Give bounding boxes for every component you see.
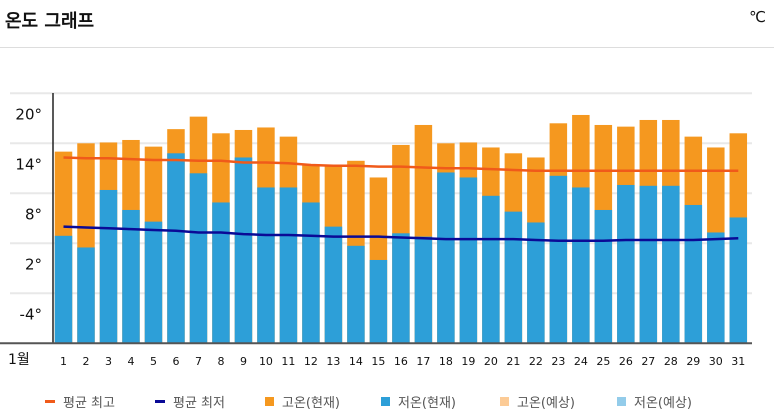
unit-toggle[interactable]: ℃ (749, 8, 766, 26)
legend-item-low-forecast[interactable]: 저온(예상) (617, 392, 692, 411)
x-tick-label: 21 (506, 355, 520, 368)
x-tick-label: 16 (394, 355, 408, 368)
divider (0, 47, 774, 48)
bar-low-day-2 (77, 247, 95, 344)
x-tick-label: 5 (150, 355, 157, 368)
bar-low-day-15 (369, 259, 388, 344)
x-tick-label: 15 (371, 355, 385, 368)
page-title: 온도 그래프 (5, 11, 95, 32)
x-tick-label: 10 (259, 355, 273, 368)
legend-item-low-now[interactable]: 저온(현재) (381, 392, 456, 411)
bar-low-day-25 (594, 209, 613, 344)
temperature-chart: 20°14°8°2°-4°1 2 3 4 5 6 7 8 9 10 11 12 13 14 15 16 17 18… (0, 92, 752, 368)
x-tick-label: 7 (195, 355, 202, 368)
legend-label: 평균 최고 (63, 396, 115, 411)
bar-low-day-7 (189, 173, 208, 344)
bar-low-day-17 (414, 236, 433, 344)
legend-item-avg-high[interactable]: 평균 최고 (45, 392, 115, 411)
bar-low-day-22 (527, 222, 545, 344)
x-tick-label: 11 (281, 355, 295, 368)
bar-low-day-18 (437, 172, 455, 344)
bar-low-day-1 (54, 235, 73, 344)
y-tick-label: 20° (15, 105, 42, 123)
bar-low-day-23 (549, 175, 568, 344)
x-tick-label: 26 (619, 355, 633, 368)
legend-label: 평균 최저 (173, 396, 225, 411)
legend-label: 고온(현재) (282, 396, 340, 411)
x-tick-label: 30 (709, 355, 723, 368)
bar-low-day-24 (572, 187, 590, 344)
x-tick-label: 20 (484, 355, 498, 368)
month-label: 1월 (8, 352, 30, 368)
bar-low-day-19 (459, 177, 478, 344)
x-tick-label: 23 (551, 355, 565, 368)
bar-low-day-3 (99, 189, 118, 344)
legend-label: 고온(예상) (517, 396, 575, 411)
bar-low-day-31 (729, 217, 748, 344)
square-swatch-icon (265, 397, 274, 406)
square-swatch-icon (500, 397, 509, 406)
x-tick-label: 27 (641, 355, 655, 368)
x-tick-label: 4 (127, 355, 134, 368)
x-tick-label: 22 (529, 355, 543, 368)
legend-label: 저온(현재) (398, 396, 456, 411)
line-swatch-icon (45, 400, 55, 403)
legend-label: 저온(예상) (634, 396, 692, 411)
legend-item-high-now[interactable]: 고온(현재) (265, 392, 340, 411)
square-swatch-icon (617, 397, 626, 406)
y-tick-label: 2° (25, 255, 42, 273)
bar-low-day-30 (707, 232, 725, 344)
bar-low-day-10 (257, 187, 275, 344)
x-tick-label: 24 (574, 355, 588, 368)
y-tick-label: 14° (15, 155, 42, 173)
bar-low-day-13 (324, 226, 343, 344)
bar-low-day-29 (684, 204, 703, 344)
x-tick-label: 3 (105, 355, 112, 368)
bar-low-day-9 (234, 157, 253, 344)
line-swatch-icon (155, 400, 165, 403)
x-tick-label: 17 (416, 355, 430, 368)
x-tick-label: 8 (217, 355, 224, 368)
x-tick-label: 29 (686, 355, 700, 368)
x-tick-label: 12 (304, 355, 318, 368)
x-tick-label: 18 (439, 355, 453, 368)
x-tick-label: 6 (172, 355, 179, 368)
avg-low-line (63, 225, 739, 243)
x-tick-label: 2 (82, 355, 89, 368)
bar-low-day-4 (122, 209, 140, 344)
bar-low-day-21 (504, 211, 523, 344)
x-tick-label: 13 (326, 355, 340, 368)
x-tick-label: 19 (461, 355, 475, 368)
bar-low-day-28 (662, 185, 680, 344)
x-tick-label: 1 (60, 355, 67, 368)
legend-item-high-forecast[interactable]: 고온(예상) (500, 392, 575, 411)
bar-low-day-20 (482, 195, 500, 344)
x-tick-label: 25 (596, 355, 610, 368)
bar-low-day-5 (144, 221, 163, 344)
y-tick-label: -4° (20, 305, 42, 323)
bar-low-day-11 (279, 187, 298, 344)
bar-low-day-6 (167, 153, 185, 344)
x-tick-label: 9 (240, 355, 247, 368)
y-tick-label: 8° (25, 205, 42, 223)
bar-low-day-16 (392, 233, 410, 344)
bar-low-day-8 (212, 202, 230, 344)
x-tick-label: 31 (731, 355, 745, 368)
x-tick-label: 28 (664, 355, 678, 368)
bar-low-day-14 (347, 245, 365, 344)
avg-high-line (63, 156, 739, 173)
x-tick-label: 14 (349, 355, 363, 368)
bar-low-day-27 (639, 185, 658, 344)
bar-low-day-26 (617, 184, 635, 344)
bar-low-day-12 (302, 202, 320, 344)
legend: 평균 최고 평균 최저 고온(현재) 저온(현재) 고온(예상) 저온(예상) (0, 392, 774, 411)
legend-item-avg-low[interactable]: 평균 최저 (155, 392, 225, 411)
square-swatch-icon (381, 397, 390, 406)
